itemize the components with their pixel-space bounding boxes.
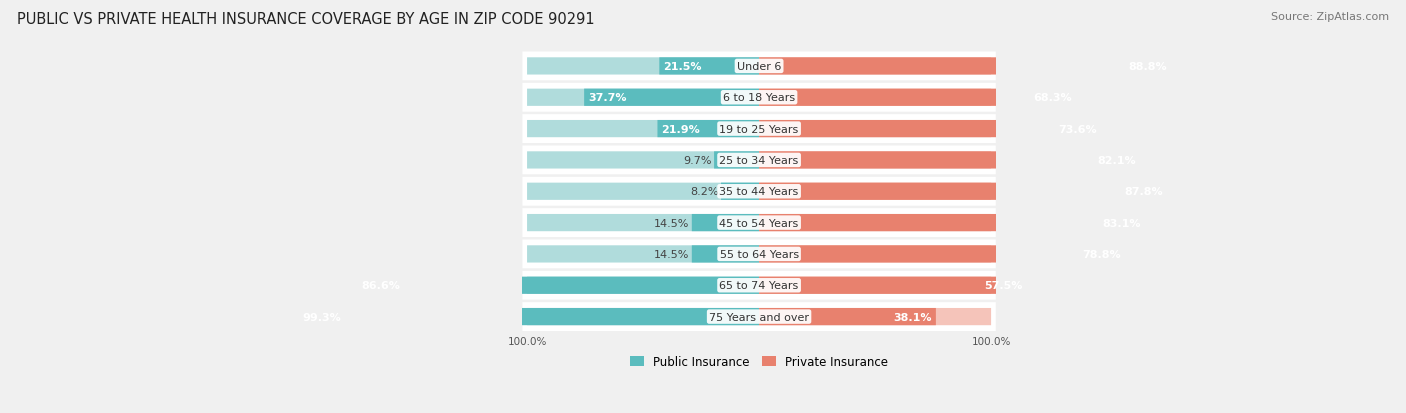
FancyBboxPatch shape bbox=[759, 183, 991, 200]
FancyBboxPatch shape bbox=[759, 214, 1144, 232]
FancyBboxPatch shape bbox=[523, 209, 995, 237]
FancyBboxPatch shape bbox=[527, 246, 759, 263]
Text: 86.6%: 86.6% bbox=[361, 280, 399, 291]
Text: 99.3%: 99.3% bbox=[302, 312, 340, 322]
FancyBboxPatch shape bbox=[527, 183, 759, 200]
FancyBboxPatch shape bbox=[527, 277, 759, 294]
FancyBboxPatch shape bbox=[527, 58, 759, 75]
Text: Under 6: Under 6 bbox=[737, 62, 782, 72]
FancyBboxPatch shape bbox=[527, 121, 759, 138]
FancyBboxPatch shape bbox=[523, 115, 995, 144]
FancyBboxPatch shape bbox=[759, 277, 1026, 294]
FancyBboxPatch shape bbox=[759, 121, 991, 138]
FancyBboxPatch shape bbox=[759, 246, 1125, 263]
FancyBboxPatch shape bbox=[523, 271, 995, 300]
Text: 35 to 44 Years: 35 to 44 Years bbox=[720, 187, 799, 197]
FancyBboxPatch shape bbox=[721, 183, 759, 200]
Text: 21.9%: 21.9% bbox=[661, 124, 700, 134]
Text: Source: ZipAtlas.com: Source: ZipAtlas.com bbox=[1271, 12, 1389, 22]
Text: 100.0%: 100.0% bbox=[972, 336, 1011, 346]
FancyBboxPatch shape bbox=[759, 183, 1167, 200]
Text: 21.5%: 21.5% bbox=[664, 62, 702, 72]
Text: 45 to 54 Years: 45 to 54 Years bbox=[720, 218, 799, 228]
FancyBboxPatch shape bbox=[759, 152, 1140, 169]
Text: 19 to 25 Years: 19 to 25 Years bbox=[720, 124, 799, 134]
Text: 57.5%: 57.5% bbox=[984, 280, 1022, 291]
FancyBboxPatch shape bbox=[658, 121, 759, 138]
Text: 100.0%: 100.0% bbox=[508, 336, 547, 346]
FancyBboxPatch shape bbox=[523, 302, 995, 331]
Text: 38.1%: 38.1% bbox=[894, 312, 932, 322]
Text: 25 to 34 Years: 25 to 34 Years bbox=[720, 156, 799, 166]
Text: 14.5%: 14.5% bbox=[654, 218, 689, 228]
Text: 82.1%: 82.1% bbox=[1098, 156, 1136, 166]
FancyBboxPatch shape bbox=[523, 52, 995, 81]
Text: 87.8%: 87.8% bbox=[1125, 187, 1163, 197]
FancyBboxPatch shape bbox=[759, 246, 991, 263]
FancyBboxPatch shape bbox=[759, 58, 991, 75]
FancyBboxPatch shape bbox=[527, 308, 759, 325]
FancyBboxPatch shape bbox=[527, 90, 759, 107]
FancyBboxPatch shape bbox=[759, 152, 991, 169]
Text: 83.1%: 83.1% bbox=[1102, 218, 1142, 228]
Text: 73.6%: 73.6% bbox=[1059, 124, 1097, 134]
Legend: Public Insurance, Private Insurance: Public Insurance, Private Insurance bbox=[626, 350, 893, 373]
FancyBboxPatch shape bbox=[298, 308, 759, 325]
FancyBboxPatch shape bbox=[759, 90, 991, 107]
FancyBboxPatch shape bbox=[692, 246, 759, 263]
Text: 14.5%: 14.5% bbox=[654, 249, 689, 259]
FancyBboxPatch shape bbox=[759, 90, 1076, 107]
FancyBboxPatch shape bbox=[759, 308, 936, 325]
Text: 75 Years and over: 75 Years and over bbox=[709, 312, 808, 322]
Text: 88.8%: 88.8% bbox=[1129, 62, 1167, 72]
Text: 65 to 74 Years: 65 to 74 Years bbox=[720, 280, 799, 291]
Text: 68.3%: 68.3% bbox=[1033, 93, 1073, 103]
Text: 37.7%: 37.7% bbox=[588, 93, 626, 103]
FancyBboxPatch shape bbox=[523, 146, 995, 175]
Text: 9.7%: 9.7% bbox=[683, 156, 711, 166]
FancyBboxPatch shape bbox=[759, 214, 991, 232]
FancyBboxPatch shape bbox=[527, 152, 759, 169]
Text: 8.2%: 8.2% bbox=[690, 187, 718, 197]
FancyBboxPatch shape bbox=[523, 84, 995, 112]
FancyBboxPatch shape bbox=[583, 90, 759, 107]
Text: 55 to 64 Years: 55 to 64 Years bbox=[720, 249, 799, 259]
FancyBboxPatch shape bbox=[759, 58, 1171, 75]
FancyBboxPatch shape bbox=[692, 214, 759, 232]
FancyBboxPatch shape bbox=[357, 277, 759, 294]
FancyBboxPatch shape bbox=[759, 121, 1101, 138]
FancyBboxPatch shape bbox=[523, 178, 995, 206]
Text: PUBLIC VS PRIVATE HEALTH INSURANCE COVERAGE BY AGE IN ZIP CODE 90291: PUBLIC VS PRIVATE HEALTH INSURANCE COVER… bbox=[17, 12, 595, 27]
Text: 6 to 18 Years: 6 to 18 Years bbox=[723, 93, 796, 103]
FancyBboxPatch shape bbox=[527, 214, 759, 232]
FancyBboxPatch shape bbox=[659, 58, 759, 75]
FancyBboxPatch shape bbox=[759, 277, 991, 294]
FancyBboxPatch shape bbox=[714, 152, 759, 169]
FancyBboxPatch shape bbox=[759, 308, 991, 325]
FancyBboxPatch shape bbox=[523, 240, 995, 269]
Text: 78.8%: 78.8% bbox=[1083, 249, 1121, 259]
